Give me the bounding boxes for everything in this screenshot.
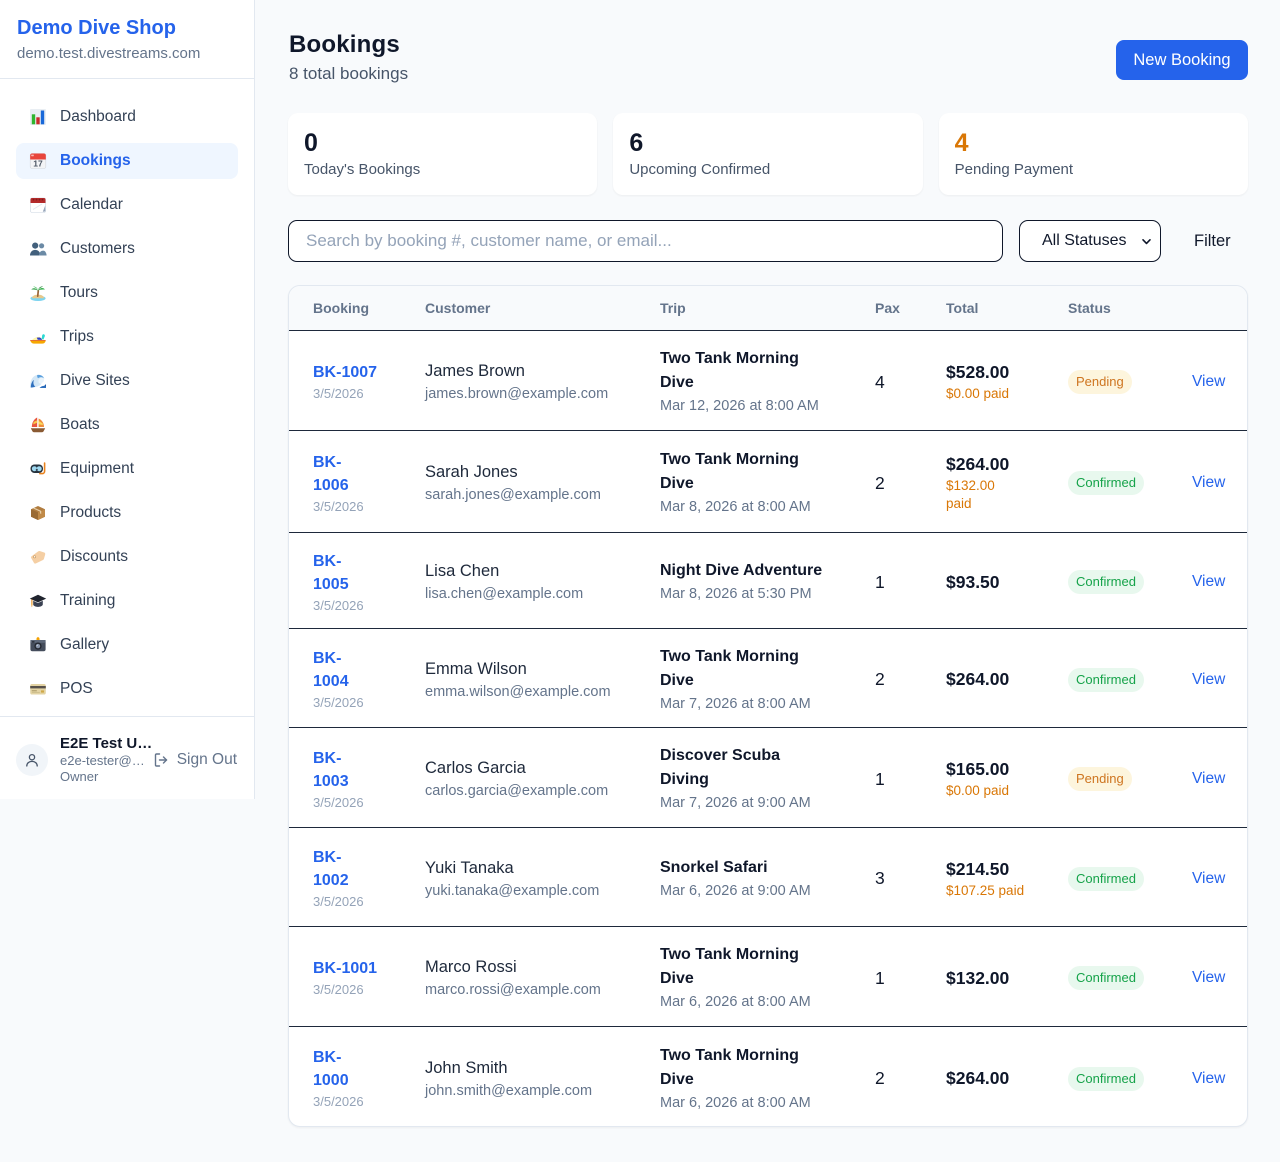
svg-text:17: 17 [33,159,43,169]
